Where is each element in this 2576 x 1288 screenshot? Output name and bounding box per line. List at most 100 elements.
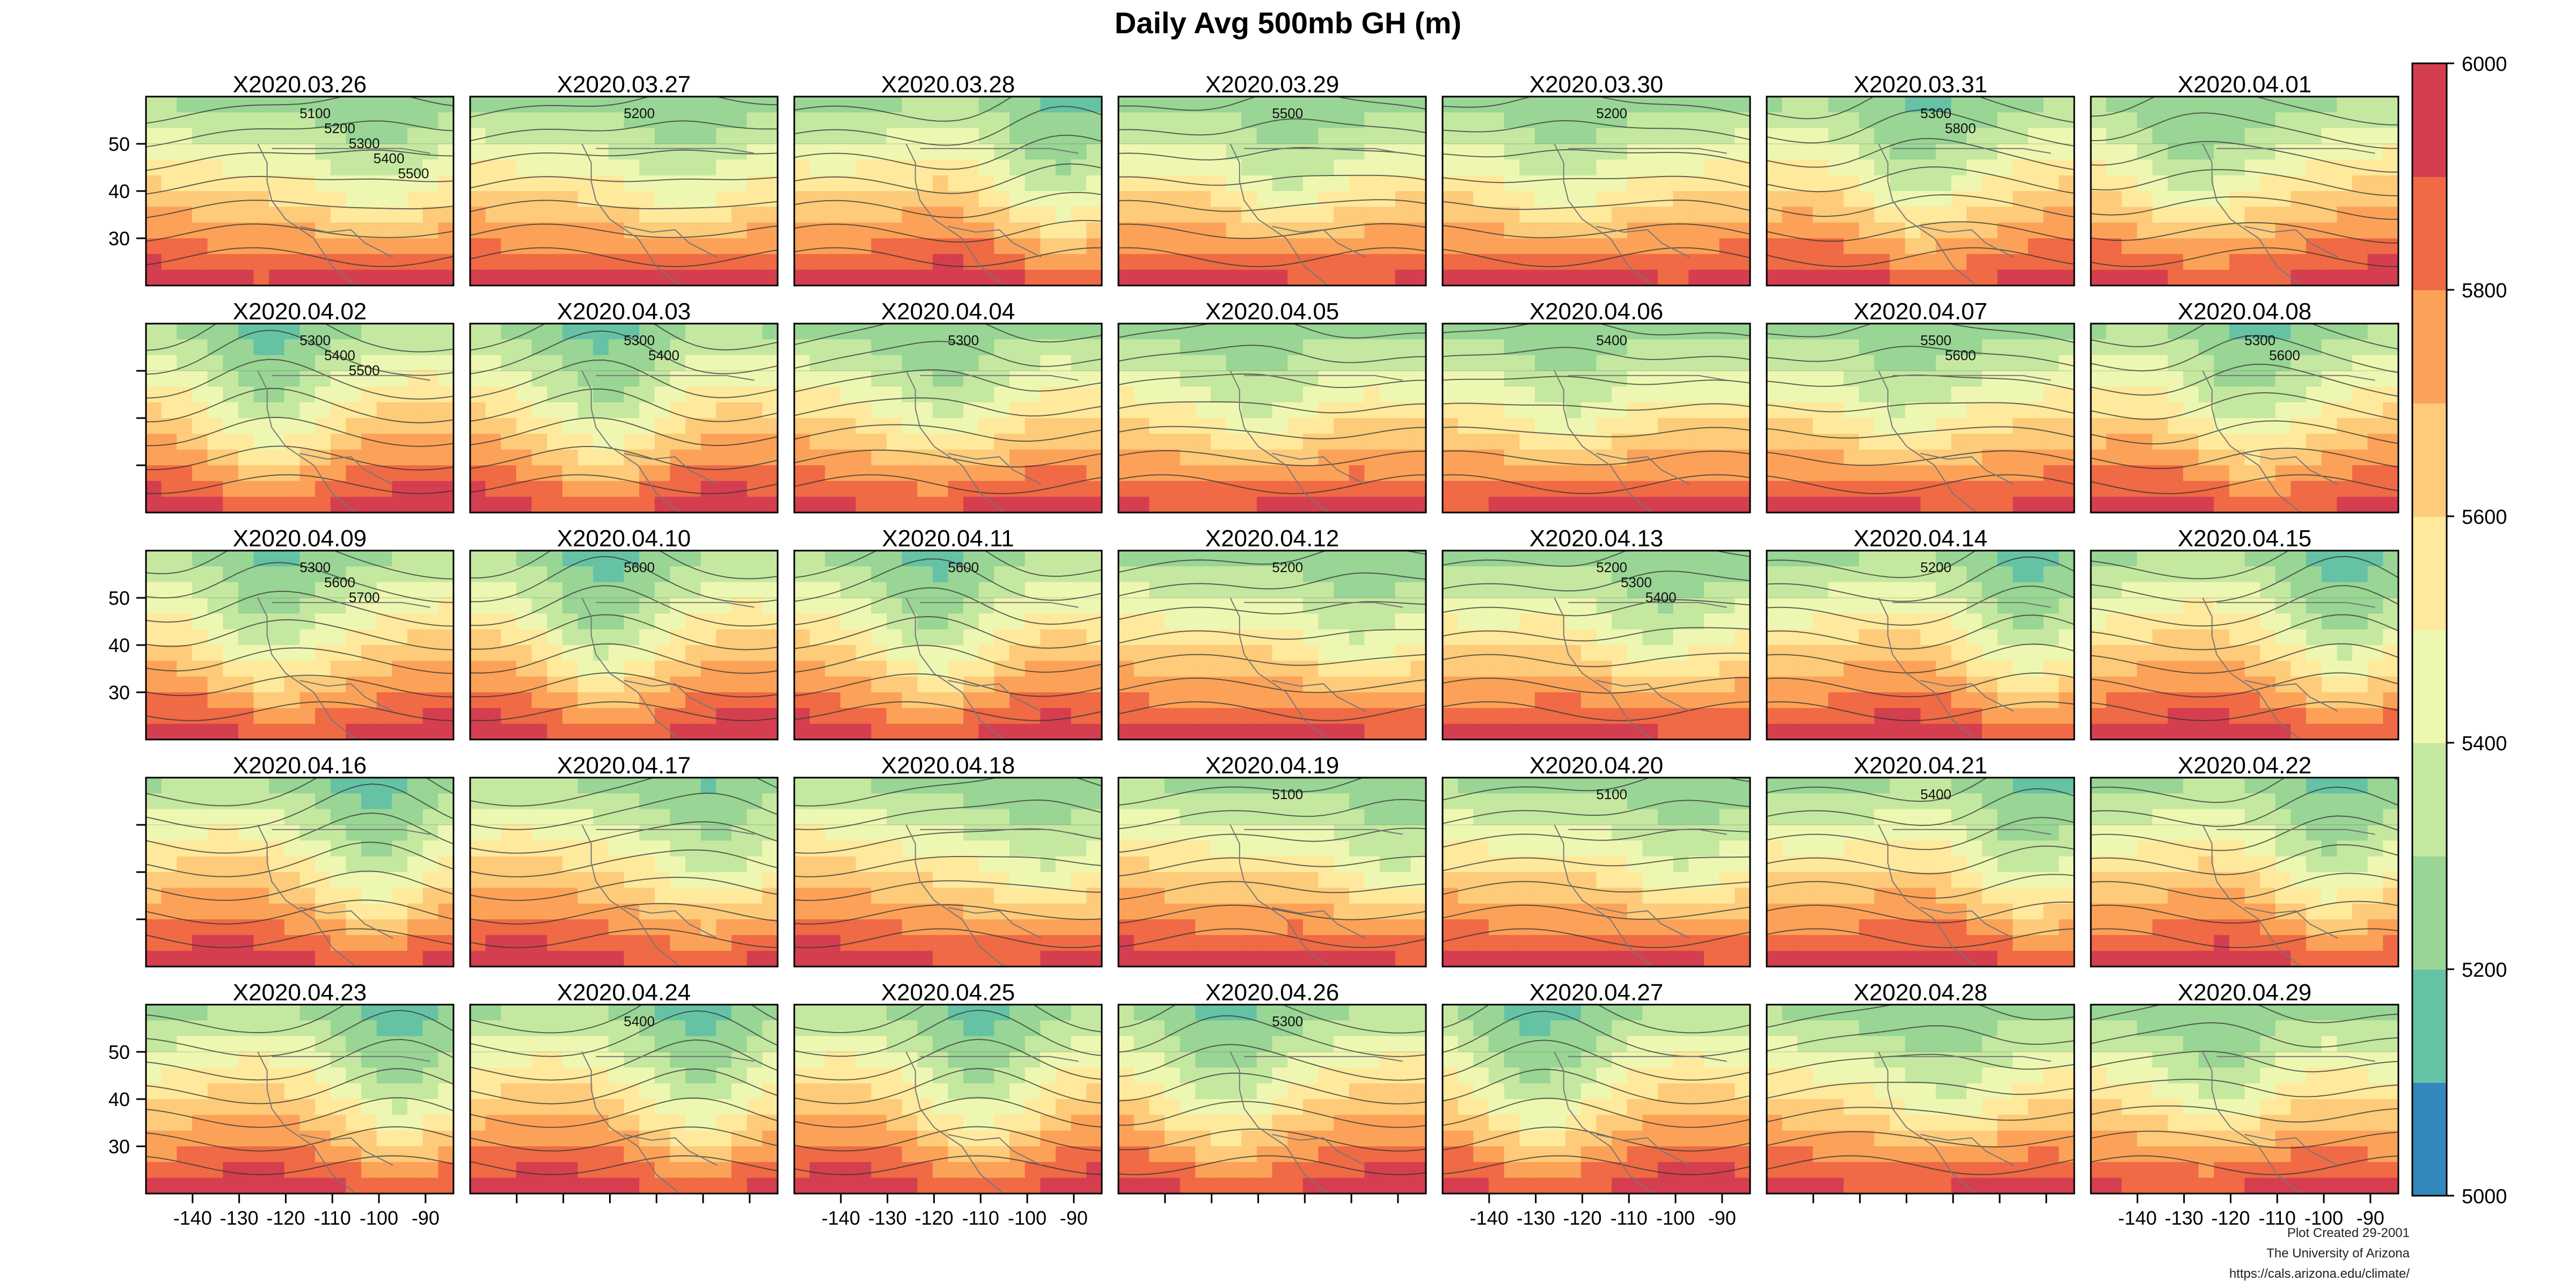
- heatmap-cell: [871, 355, 887, 371]
- heatmap-cell: [192, 269, 208, 286]
- heatmap-cell: [731, 434, 748, 450]
- heatmap-cell: [855, 708, 872, 724]
- heatmap-cell: [1612, 386, 1628, 403]
- heatmap-cell: [1966, 434, 1982, 450]
- map-outline: [1920, 453, 2014, 485]
- heatmap-cell: [207, 723, 223, 740]
- heatmap-cell: [531, 582, 547, 598]
- heatmap-cell: [1828, 159, 1844, 176]
- panel-title: X2020.04.05: [1205, 298, 1340, 325]
- heatmap-cell: [501, 645, 517, 662]
- heatmap-cell: [1272, 269, 1288, 286]
- heatmap-cell: [1256, 613, 1273, 630]
- heatmap-cell: [2091, 496, 2107, 513]
- heatmap-cell: [1858, 496, 1875, 513]
- heatmap-cell: [825, 402, 841, 419]
- heatmap-cell: [608, 222, 625, 239]
- heatmap-cell: [253, 355, 269, 371]
- heatmap-cell: [1149, 708, 1165, 724]
- heatmap-cells: [1767, 551, 2074, 740]
- heatmap-cell: [2275, 269, 2292, 286]
- heatmap-cell: [485, 207, 501, 223]
- heatmap-cell: [1473, 551, 1489, 567]
- heatmap-cell: [1024, 386, 1041, 403]
- heatmap-cell: [2260, 386, 2276, 403]
- heatmap-cell: [1658, 324, 1674, 340]
- heatmap-cell: [948, 207, 964, 223]
- heatmap-cell: [932, 222, 949, 239]
- heatmap-cell: [315, 566, 331, 583]
- heatmap-cell: [2043, 449, 2060, 466]
- heatmap-cell: [315, 128, 331, 144]
- heatmap-cell: [624, 629, 640, 646]
- panel-frame: [1117, 550, 1427, 741]
- heatmap-cell: [2321, 355, 2338, 371]
- heatmap-cell: [1458, 222, 1474, 239]
- heatmap-cell: [608, 238, 625, 255]
- heatmap-cell: [392, 254, 408, 270]
- heatmap-cell: [1149, 269, 1165, 286]
- contour-line: [146, 324, 453, 353]
- heatmap-cell: [1395, 339, 1411, 356]
- heatmap-cell: [1318, 434, 1334, 450]
- heatmap-cell: [1982, 402, 1998, 419]
- heatmap-cell: [731, 191, 748, 208]
- heatmap-cell: [932, 613, 949, 630]
- heatmap-cell: [1936, 386, 1952, 403]
- heatmap-cell: [840, 566, 857, 583]
- heatmap-cell: [716, 676, 732, 693]
- heatmap-cell: [161, 551, 177, 567]
- heatmap-cell: [1858, 629, 1875, 646]
- heatmap-cell: [146, 97, 162, 113]
- heatmap-cell: [2106, 238, 2122, 255]
- heatmap-cell: [315, 254, 331, 270]
- heatmap-cell: [948, 629, 964, 646]
- heatmap-cell: [1966, 207, 1982, 223]
- heatmap-cell: [547, 613, 563, 630]
- heatmap-cell: [716, 386, 732, 403]
- heatmap-cell: [407, 629, 423, 646]
- heatmap-cell: [1735, 339, 1750, 356]
- map-outline: [2216, 375, 2375, 381]
- heatmap-cell: [1642, 449, 1658, 466]
- heatmap-cell: [840, 207, 857, 223]
- heatmap-cell: [299, 128, 316, 144]
- heatmap-cell: [1951, 254, 1967, 270]
- heatmap-cell: [1195, 613, 1211, 630]
- heatmap-cell: [2091, 128, 2107, 144]
- heatmap-cell: [330, 723, 347, 740]
- heatmap-cell: [1905, 324, 1921, 340]
- heatmap-cell: [253, 496, 269, 513]
- heatmap-cell: [886, 449, 903, 466]
- heatmap-cell: [1504, 355, 1520, 371]
- heatmap-cell: [2260, 434, 2276, 450]
- heatmap-cell: [886, 723, 903, 740]
- heatmap-cell: [1380, 207, 1396, 223]
- heatmap-cell: [1195, 692, 1211, 709]
- contour-line: [470, 324, 778, 351]
- heatmap-cell: [1767, 692, 1783, 709]
- heatmap-cell: [1272, 144, 1288, 160]
- heatmap-cell: [886, 386, 903, 403]
- heatmap-cell: [392, 708, 408, 724]
- heatmap-cell: [2306, 496, 2322, 513]
- heatmap-cell: [994, 645, 1010, 662]
- heatmap-cell: [1287, 449, 1304, 466]
- panel-title: X2020.03.27: [557, 71, 691, 98]
- heatmap-cell: [747, 465, 763, 482]
- heatmap-cell: [1410, 191, 1426, 208]
- map-outline: [1568, 148, 1727, 154]
- heatmap-cell: [207, 434, 223, 450]
- heatmap-cell: [2383, 144, 2398, 160]
- heatmap-cell: [1828, 144, 1844, 160]
- heatmap-cell: [376, 112, 393, 129]
- heatmap-cell: [1210, 159, 1227, 176]
- heatmap-cell: [917, 629, 933, 646]
- heatmap-cell: [794, 97, 810, 113]
- heatmap-cell: [1287, 496, 1304, 513]
- heatmap-cell: [1210, 128, 1227, 144]
- heatmap-cell: [1256, 481, 1273, 497]
- heatmap-cell: [2043, 144, 2060, 160]
- heatmap-cell: [392, 355, 408, 371]
